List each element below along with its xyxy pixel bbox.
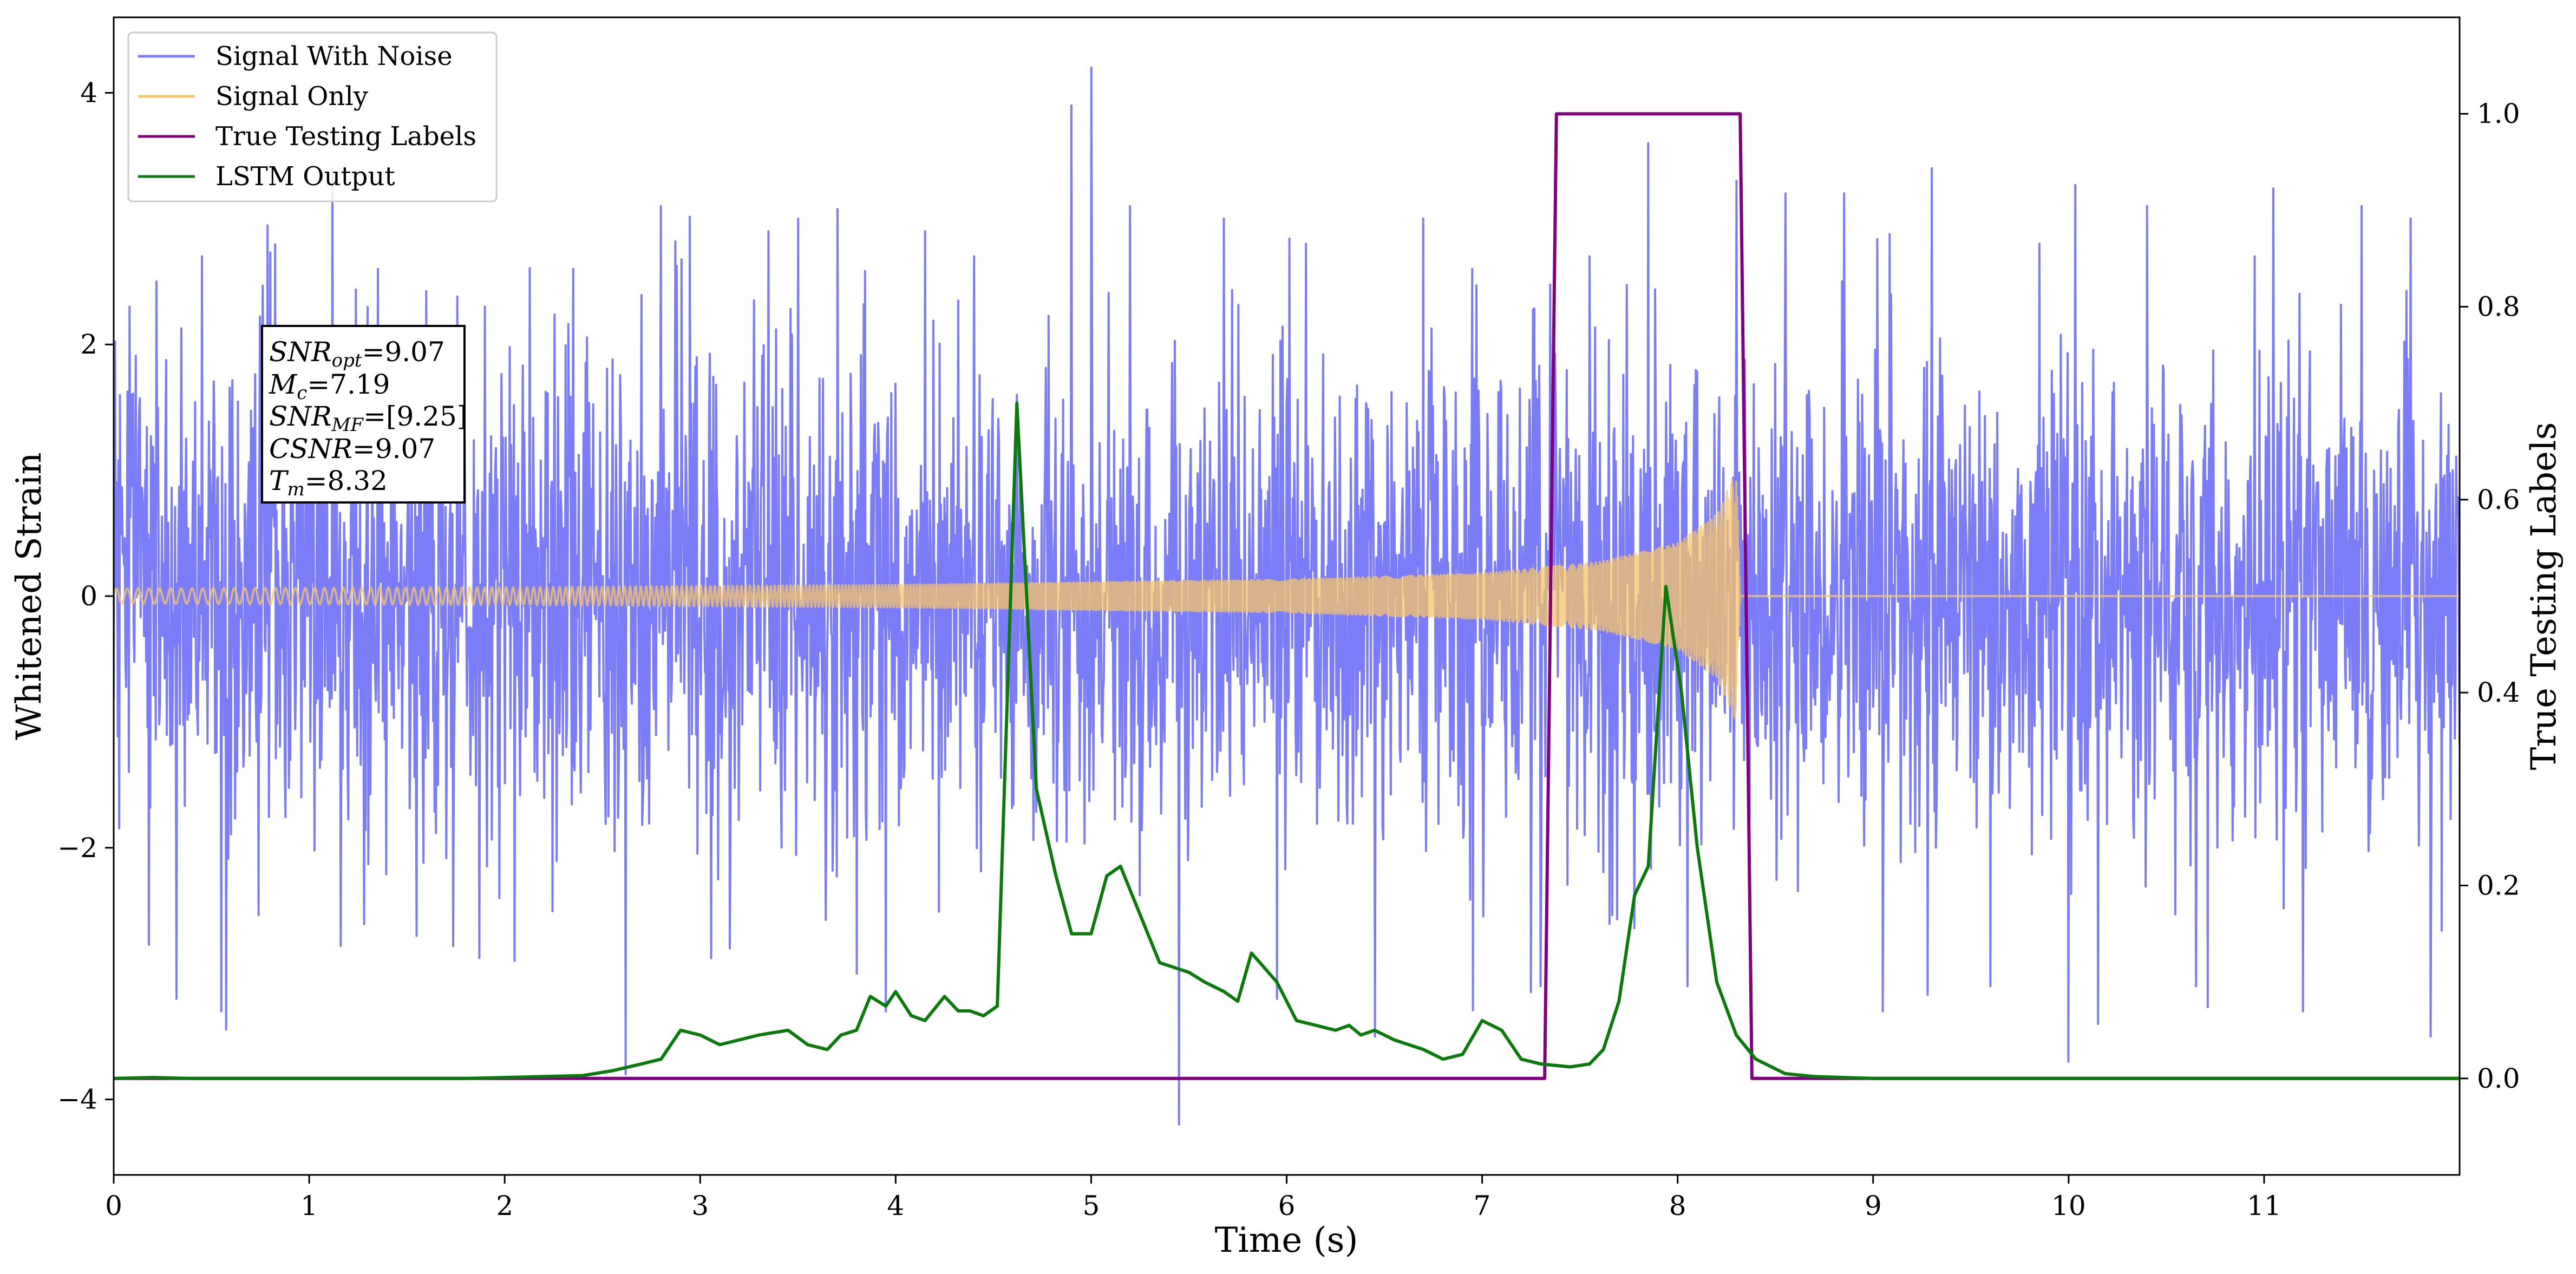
y2-tick-label: 0.4 — [2477, 677, 2520, 708]
y2-tick-label: 0.2 — [2477, 870, 2520, 901]
x-axis-title: Time (s) — [1215, 1220, 1358, 1260]
x-tick-label: 4 — [887, 1190, 904, 1221]
x-tick-label: 6 — [1278, 1190, 1296, 1221]
y-tick-label: 2 — [80, 329, 97, 360]
y-tick-label: −4 — [57, 1084, 97, 1115]
legend-label-signal-only: Signal Only — [215, 81, 368, 112]
annotation-line-csnr: CSNR=9.07 — [269, 433, 435, 465]
legend-entry-signal-with-noise: Signal With Noise — [138, 41, 453, 71]
annotation-box: SNRopt=9.07 Mc=7.19 SNRMF=[9.25] CSNR=9.… — [261, 325, 467, 504]
annotation-frame — [261, 325, 466, 504]
y2-tick-label: 0.8 — [2477, 291, 2520, 323]
y2-tick-label: 0.6 — [2477, 484, 2520, 515]
legend: Signal With Noise Signal Only True Testi… — [127, 31, 498, 202]
x-tick-label: 7 — [1474, 1190, 1491, 1221]
x-tick-label: 11 — [2247, 1190, 2281, 1221]
legend-label-lstm-output: LSTM Output — [215, 161, 395, 192]
y-tick-label: 0 — [80, 580, 97, 612]
y2-tick-label: 0.0 — [2477, 1063, 2520, 1094]
x-tick-label: 5 — [1083, 1190, 1100, 1221]
y2-axis-title: True Testing Labels — [2524, 422, 2564, 770]
annotation-line-snr-mf: SNRMF=[9.25] — [269, 401, 467, 436]
x-tick-label: 1 — [300, 1190, 318, 1221]
x-tick-label: 8 — [1669, 1190, 1686, 1221]
legend-label-true-testing-labels: True Testing Labels — [215, 121, 476, 152]
legend-entry-true-testing-labels: True Testing Labels — [138, 121, 476, 152]
x-tick-label: 10 — [2051, 1190, 2086, 1221]
y-tick-label: 4 — [80, 77, 97, 108]
plot-area — [114, 67, 2460, 1126]
x-tick-label: 9 — [1865, 1190, 1882, 1221]
x-tick-label: 0 — [105, 1190, 122, 1221]
y-tick-label: −2 — [57, 832, 97, 864]
series-lstm-output — [114, 401, 2460, 1080]
x-tick-label: 3 — [691, 1190, 709, 1221]
annotation-line-mc: Mc=7.19 — [269, 369, 390, 404]
annotation-line-snr-opt: SNRopt=9.07 — [269, 336, 445, 371]
annotation-line-tm: Tm=8.32 — [269, 465, 388, 500]
series-signal-with-noise — [114, 67, 2460, 1126]
y-axis-title: Whitened Strain — [9, 452, 49, 740]
legend-entry-signal-only: Signal Only — [138, 81, 368, 112]
y2-tick-label: 1.0 — [2477, 98, 2520, 129]
series-signal-only — [114, 479, 2460, 719]
legend-label-signal-with-noise: Signal With Noise — [215, 41, 453, 71]
axes: 0 1 2 3 4 5 6 7 8 9 10 11 −4 −2 0 2 4 0.0 0.2 0.4 0.6 0.8 1.0 — [57, 77, 2520, 1221]
x-tick-label: 2 — [496, 1190, 513, 1221]
legend-box — [127, 31, 498, 202]
legend-entry-lstm-output: LSTM Output — [138, 161, 395, 192]
